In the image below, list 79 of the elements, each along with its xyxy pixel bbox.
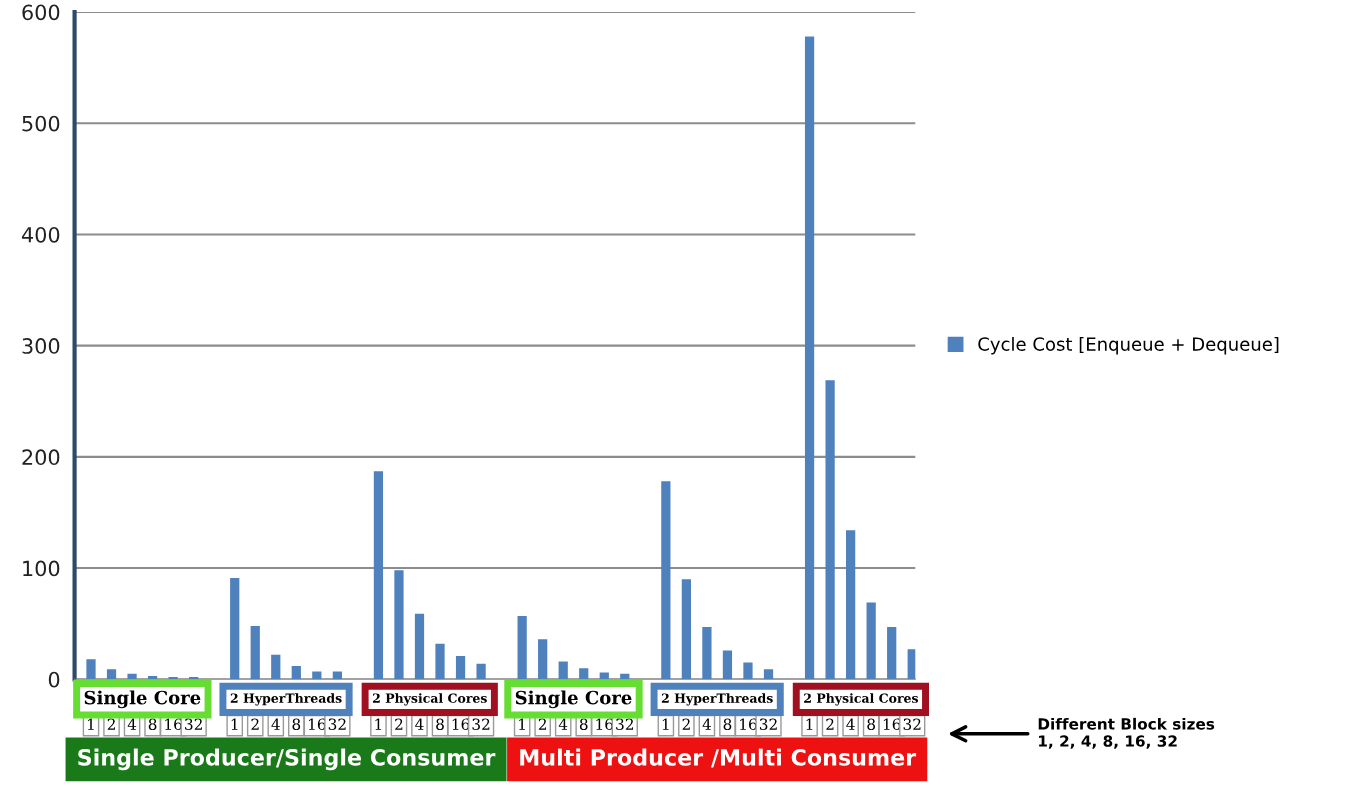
bar [866,602,876,680]
y-tick-label: 300 [22,338,60,354]
bar [846,530,856,680]
x-tick-label: 16 [883,718,901,731]
x-tick-label: 8 [723,718,732,731]
bar [661,481,671,680]
x-tick-label: 2 [251,718,259,730]
x-tick-label: 2 [826,718,834,730]
x-tick-label: 1 [88,718,94,730]
x-tick-label: 4 [127,718,137,730]
bar [373,471,384,680]
y-tick-label: 600 [22,4,60,21]
bar [887,627,897,680]
x-tick-label: 8 [148,718,157,731]
bar [250,625,260,680]
x-tick-label: 32 [903,718,921,731]
x-tick-label: 8 [436,718,444,731]
bar [106,669,117,680]
x-tick-label: 8 [579,718,588,731]
bar [722,650,733,680]
x-tick-label: 1 [662,718,669,730]
bar [394,570,404,680]
x-tick-label: 32 [185,718,202,731]
x-tick-label: 4 [846,718,855,730]
y-tick-label: 200 [22,449,60,466]
text: Single Core [84,690,201,709]
text: 2 Physical Cores [372,693,487,706]
x-tick-label: 8 [292,718,301,731]
x-tick-label: 1 [231,718,238,730]
x-tick-label: 1 [519,718,525,730]
bar [455,655,466,680]
x-tick-label: 32 [759,718,777,731]
bar [435,643,445,680]
text: Single Producer/Single Consumer [78,748,496,771]
x-tick-label: 16 [308,718,326,731]
bar [743,662,753,680]
bar [127,673,137,680]
x-tick-label: 2 [682,718,690,730]
x-tick-label: 4 [415,718,424,730]
bar [517,615,527,680]
x-tick-label: 16 [740,718,757,731]
x-tick-label: 1 [806,718,813,730]
x-tick-label: 2 [107,718,115,730]
x-tick-label: 8 [867,718,875,731]
y-tick-label: 100 [23,560,60,577]
y-tick-label: 500 [22,115,60,132]
x-tick-label: 4 [271,718,280,730]
text: Multi Producer /Multi Consumer [520,748,917,768]
x-tick-label: 32 [472,718,490,731]
text: 2 Physical Cores [804,693,919,706]
y-tick-label: 0 [48,671,60,688]
text: 2 HyperThreads [230,693,342,706]
x-tick-label: 2 [395,718,403,730]
text: Different Block sizes 1, 2, 4, 8, 16, 32 [1038,717,1215,749]
x-tick-label: 32 [616,718,634,731]
x-tick-label: 4 [702,718,712,730]
bar [291,665,301,680]
y-tick-label: 400 [21,226,60,243]
bar [681,579,692,680]
bar [579,668,589,680]
bar [538,639,548,680]
bar [907,649,916,680]
bar [825,380,835,680]
x-tick-label: 2 [538,718,547,730]
bar [271,654,281,680]
bar [476,663,486,680]
x-tick-label: 4 [558,718,568,730]
bar [86,659,96,680]
bar [763,669,774,680]
bar [414,613,425,680]
x-tick-label: 1 [375,718,382,730]
bar [230,578,240,680]
text: Single Core [515,690,632,709]
x-tick-label: 32 [328,718,346,731]
bar [702,627,712,680]
bar [804,36,815,680]
legend-label: Cycle Cost [Enqueue + Dequeue] [978,336,1279,355]
bar [558,661,568,680]
text: 2 HyperThreads [661,693,773,706]
